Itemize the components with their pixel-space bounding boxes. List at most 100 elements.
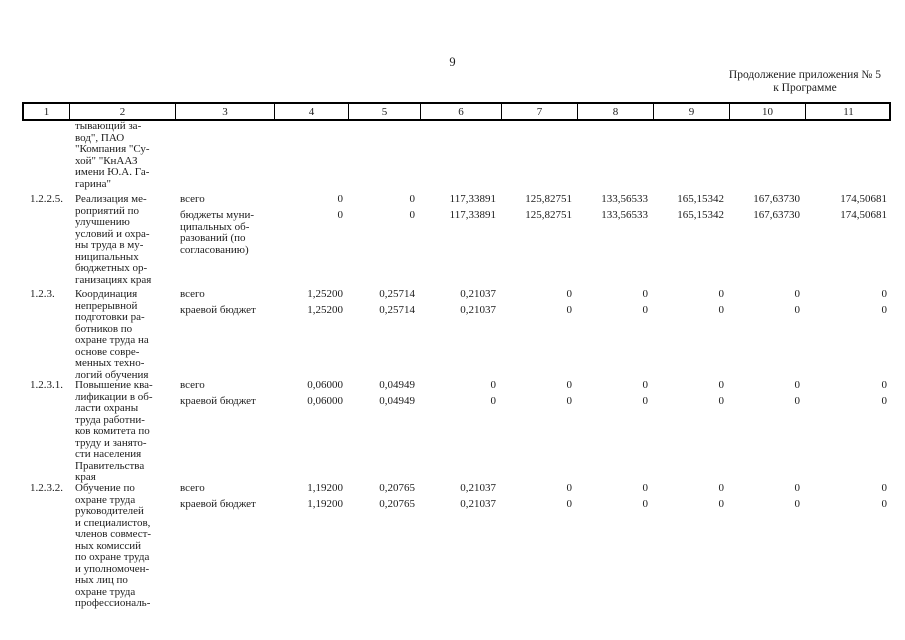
value-total: 0,20765 bbox=[379, 482, 415, 494]
value-total: 1,25200 bbox=[307, 288, 343, 300]
row-id: 1.2.3.2. bbox=[30, 482, 63, 494]
value-budget: 117,33891 bbox=[449, 209, 496, 221]
value-budget: 0 bbox=[718, 498, 725, 510]
value-cell-col6: 0 0 bbox=[419, 379, 500, 484]
funding-source-budget: краевой бюджет bbox=[180, 304, 256, 316]
value-total: 0 bbox=[566, 482, 573, 494]
value-cell-col8: 0 0 bbox=[576, 482, 652, 610]
value-budget: 174,50681 bbox=[840, 209, 887, 221]
value-cell-col7: 0 0 bbox=[500, 288, 576, 381]
value-budget: 0 bbox=[337, 209, 344, 221]
value-total: 0 bbox=[718, 288, 725, 300]
value-total: 1,19200 bbox=[307, 482, 343, 494]
value-cell-col9: 0 0 bbox=[652, 379, 728, 484]
value-cell-col11: 174,50681 174,50681 bbox=[804, 193, 891, 286]
value-total: 0 bbox=[718, 379, 725, 391]
value-cell-col10: 0 0 bbox=[728, 288, 804, 381]
table-row-carryover: тывающий за- вод", ПАО "Компания "Су- хо… bbox=[22, 120, 891, 190]
value-total: 0 bbox=[409, 193, 416, 205]
value-total: 0 bbox=[490, 379, 497, 391]
value-total: 133,56533 bbox=[601, 193, 648, 205]
value-cell-col11: 0 0 bbox=[804, 288, 891, 381]
value-cell-col7: 0 0 bbox=[500, 379, 576, 484]
value-budget: 0 bbox=[881, 304, 888, 316]
continuation-note-line2: к Программе bbox=[773, 82, 837, 94]
column-header-10: 10 bbox=[730, 104, 806, 119]
value-total: 174,50681 bbox=[840, 193, 887, 205]
funding-source-cell: всего бюджеты муни- ципальных об- разова… bbox=[174, 193, 273, 286]
value-budget: 0 bbox=[794, 395, 801, 407]
value-cell-col11: 0 0 bbox=[804, 379, 891, 484]
continuation-note: Продолжение приложения № 5 к Программе bbox=[729, 69, 881, 95]
value-total: 0,21037 bbox=[460, 482, 496, 494]
value-cell-col7: 125,82751 125,82751 bbox=[500, 193, 576, 286]
value-total: 0 bbox=[566, 379, 573, 391]
row-title: Повышение ква- лификации в об- ласти охр… bbox=[75, 379, 153, 483]
value-budget: 165,15342 bbox=[677, 209, 724, 221]
value-cell-col9: 0 0 bbox=[652, 482, 728, 610]
value-budget: 0 bbox=[642, 395, 649, 407]
value-budget: 0 bbox=[881, 395, 888, 407]
value-budget: 0 bbox=[409, 209, 416, 221]
funding-source-cell: всего краевой бюджет bbox=[174, 288, 273, 381]
value-budget: 0 bbox=[566, 498, 573, 510]
value-budget: 0 bbox=[794, 498, 801, 510]
row-id: 1.2.3. bbox=[30, 288, 55, 300]
value-total: 125,82751 bbox=[525, 193, 572, 205]
value-total: 167,63730 bbox=[753, 193, 800, 205]
funding-source-cell: всего краевой бюджет bbox=[174, 482, 273, 610]
value-budget: 0,20765 bbox=[379, 498, 415, 510]
value-total: 0 bbox=[718, 482, 725, 494]
column-header-3: 3 bbox=[176, 104, 275, 119]
column-header-1: 1 bbox=[24, 104, 70, 119]
column-header-2: 2 bbox=[70, 104, 176, 119]
value-cell-col9: 165,15342 165,15342 bbox=[652, 193, 728, 286]
value-budget: 0,06000 bbox=[307, 395, 343, 407]
value-budget: 0,25714 bbox=[379, 304, 415, 316]
value-budget: 0 bbox=[490, 395, 497, 407]
funding-source-budget: краевой бюджет bbox=[180, 498, 256, 510]
value-total: 0 bbox=[881, 482, 888, 494]
row-id: 1.2.2.5. bbox=[30, 193, 63, 205]
table-row-1.2.2.5: 1.2.2.5. Реализация ме- роприятий по улу… bbox=[22, 193, 891, 286]
value-total: 0,21037 bbox=[460, 288, 496, 300]
value-budget: 0 bbox=[642, 498, 649, 510]
value-budget: 0,21037 bbox=[460, 304, 496, 316]
value-total: 0 bbox=[881, 379, 888, 391]
column-header-5: 5 bbox=[349, 104, 421, 119]
funding-source-budget: краевой бюджет bbox=[180, 395, 256, 407]
value-total: 0 bbox=[794, 379, 801, 391]
table-row-1.2.3.1: 1.2.3.1. Повышение ква- лификации в об- … bbox=[22, 379, 891, 484]
value-total: 0 bbox=[794, 288, 801, 300]
value-total: 0 bbox=[881, 288, 888, 300]
value-cell-col10: 0 0 bbox=[728, 482, 804, 610]
value-budget: 0,21037 bbox=[460, 498, 496, 510]
value-cell-col5: 0 0 bbox=[347, 193, 419, 286]
funding-source-total: всего bbox=[180, 482, 205, 494]
column-header-9: 9 bbox=[654, 104, 730, 119]
value-cell-col4: 0,06000 0,06000 bbox=[273, 379, 347, 484]
column-header-4: 4 bbox=[275, 104, 349, 119]
value-cell-col9: 0 0 bbox=[652, 288, 728, 381]
value-cell-col11: 0 0 bbox=[804, 482, 891, 610]
value-total: 0 bbox=[642, 288, 649, 300]
value-total: 0 bbox=[566, 288, 573, 300]
value-cell-col5: 0,04949 0,04949 bbox=[347, 379, 419, 484]
value-budget: 0,04949 bbox=[379, 395, 415, 407]
value-cell-col4: 1,19200 1,19200 bbox=[273, 482, 347, 610]
value-cell-col4: 1,25200 1,25200 bbox=[273, 288, 347, 381]
value-cell-col10: 0 0 bbox=[728, 379, 804, 484]
column-header-8: 8 bbox=[578, 104, 654, 119]
value-total: 0 bbox=[337, 193, 344, 205]
page-number: 9 bbox=[449, 55, 456, 69]
value-budget: 167,63730 bbox=[753, 209, 800, 221]
value-budget: 0 bbox=[718, 395, 725, 407]
value-cell-col6: 117,33891 117,33891 bbox=[419, 193, 500, 286]
value-budget: 1,25200 bbox=[307, 304, 343, 316]
row-title: тывающий за- вод", ПАО "Компания "Су- хо… bbox=[75, 120, 150, 190]
continuation-note-line1: Продолжение приложения № 5 bbox=[728, 69, 881, 81]
value-budget: 0 bbox=[881, 498, 888, 510]
value-total: 0 bbox=[642, 482, 649, 494]
column-header-7: 7 bbox=[502, 104, 578, 119]
